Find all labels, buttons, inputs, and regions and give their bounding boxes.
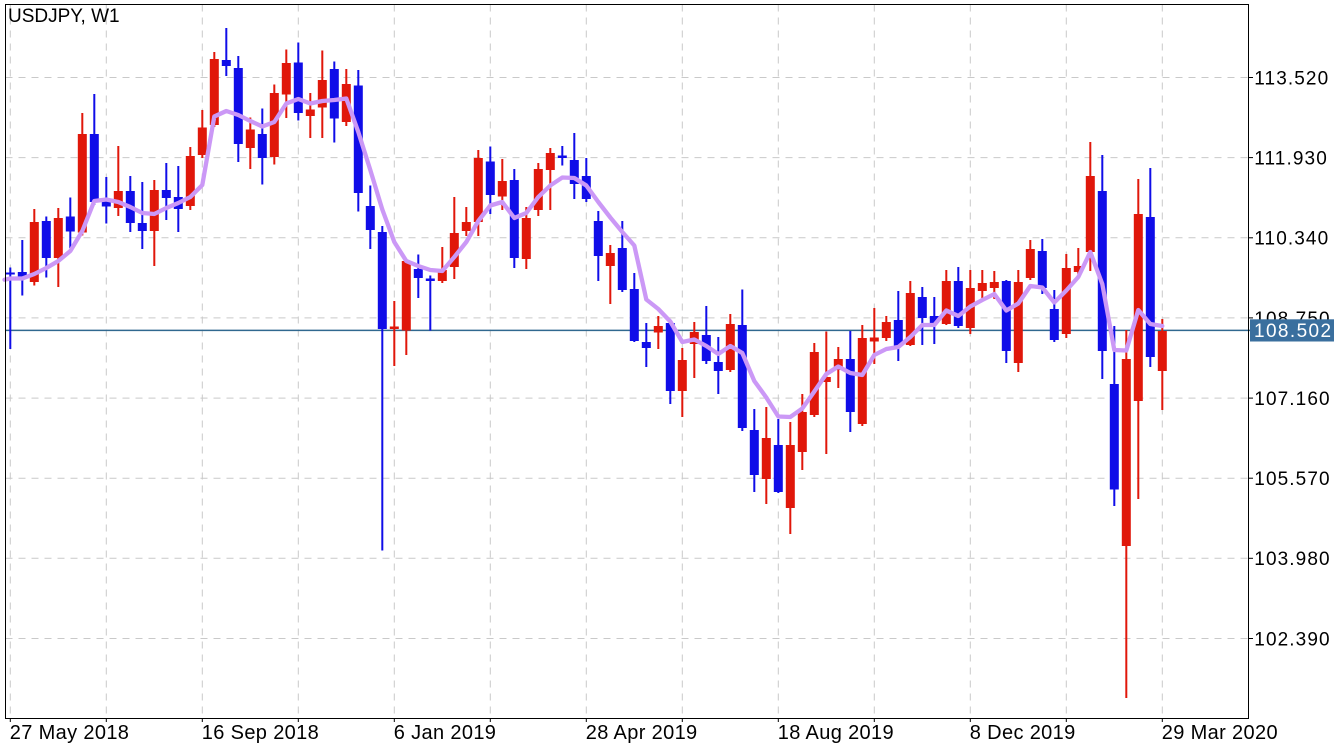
svg-text:107.160: 107.160 [1254, 389, 1330, 410]
svg-text:105.570: 105.570 [1254, 469, 1330, 490]
svg-text:103.980: 103.980 [1254, 549, 1330, 570]
svg-text:110.340: 110.340 [1254, 229, 1329, 250]
svg-text:29 Mar 2020: 29 Mar 2020 [1162, 722, 1278, 744]
svg-text:111.930: 111.930 [1254, 149, 1328, 170]
svg-text:18 Aug 2019: 18 Aug 2019 [778, 722, 894, 744]
svg-text:113.520: 113.520 [1254, 68, 1329, 89]
svg-text:6 Jan 2019: 6 Jan 2019 [394, 722, 496, 744]
svg-text:27 May 2018: 27 May 2018 [10, 722, 130, 744]
svg-text:16 Sep 2018: 16 Sep 2018 [202, 722, 319, 744]
svg-text:8 Dec 2019: 8 Dec 2019 [970, 722, 1076, 744]
svg-text:108.502: 108.502 [1254, 321, 1332, 342]
svg-text:102.390: 102.390 [1254, 629, 1330, 650]
svg-text:28 Apr 2019: 28 Apr 2019 [586, 722, 698, 744]
svg-text:USDJPY, W1: USDJPY, W1 [8, 6, 120, 27]
